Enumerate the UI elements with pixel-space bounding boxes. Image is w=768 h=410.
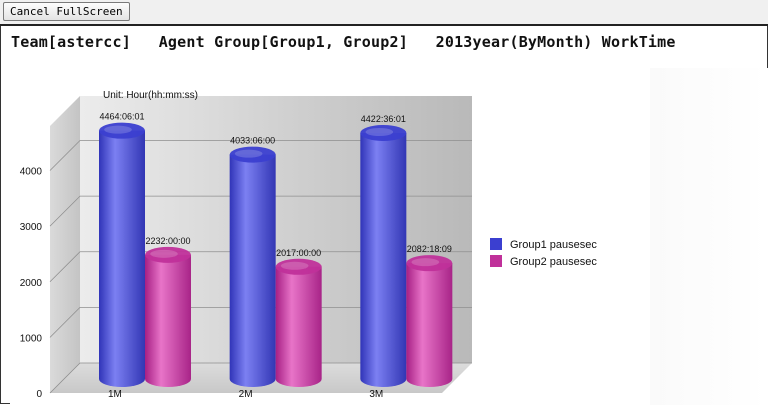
bar-body (360, 132, 407, 387)
data-label: 4422:36:01 (361, 114, 406, 124)
bar-top-highlight (280, 261, 309, 270)
bar-top (229, 146, 276, 163)
y-tick-label: 2000 (20, 278, 43, 289)
page-title: Team[astercc] Agent Group[Group1, Group2… (11, 33, 676, 51)
gridline (49, 251, 472, 283)
data-label: 2017:00:00 (276, 248, 321, 258)
bar (99, 122, 145, 387)
bar-top-highlight (234, 149, 263, 158)
legend-label: Group1 pausesec (510, 239, 597, 251)
bar-body (145, 254, 191, 387)
y-tick-label: 0 (36, 389, 42, 400)
bar-body (229, 154, 276, 387)
chart-panel: 0 1000 2000 3000 4000 1M 2M 3M Unit: Hour(hh:mm… (10, 68, 650, 405)
bar-top (145, 246, 191, 263)
chart-subtitle: Unit: Hour(hh:mm:ss) (103, 90, 198, 101)
bar-body (99, 130, 145, 387)
y-tick-label: 1000 (20, 333, 43, 344)
bar-body (275, 266, 322, 387)
bar-top (275, 258, 322, 275)
y-tick-label: 3000 (20, 222, 43, 233)
bar-top-highlight (411, 258, 440, 267)
data-label: 2082:18:09 (407, 244, 452, 254)
side-panel (650, 68, 768, 405)
bar (229, 146, 276, 387)
data-label: 4464:06:01 (99, 112, 144, 122)
gridline (49, 195, 472, 227)
legend-swatch (490, 238, 502, 250)
bar (145, 246, 191, 387)
bar (275, 258, 322, 387)
bar-top (99, 122, 145, 139)
data-label: 2232:00:00 (145, 236, 190, 246)
gridline (49, 306, 472, 338)
toolbar: Cancel FullScreen (0, 0, 768, 26)
cancel-fullscreen-button[interactable]: Cancel FullScreen (3, 2, 130, 21)
bar-chart: 0 1000 2000 3000 4000 1M 2M 3M Unit: Hour(hh:mm… (20, 90, 598, 400)
legend-swatch (490, 255, 502, 267)
bar-top-highlight (104, 125, 132, 134)
gridline (49, 362, 472, 394)
x-tick-label: 2M (239, 389, 253, 400)
bar-top-highlight (150, 249, 178, 258)
bar (360, 124, 407, 387)
chart-side-wall (50, 96, 80, 393)
data-label: 4033:06:00 (230, 136, 275, 146)
y-tick-label: 4000 (20, 167, 43, 178)
x-tick-label: 3M (369, 389, 383, 400)
bar-top (360, 124, 407, 141)
bar-top (406, 255, 453, 272)
x-tick-label: 1M (108, 389, 122, 400)
bar-top-highlight (365, 127, 394, 136)
bar (406, 255, 453, 387)
legend-label: Group2 pausesec (510, 256, 597, 268)
gridline (49, 140, 472, 171)
bar-body (406, 263, 453, 387)
